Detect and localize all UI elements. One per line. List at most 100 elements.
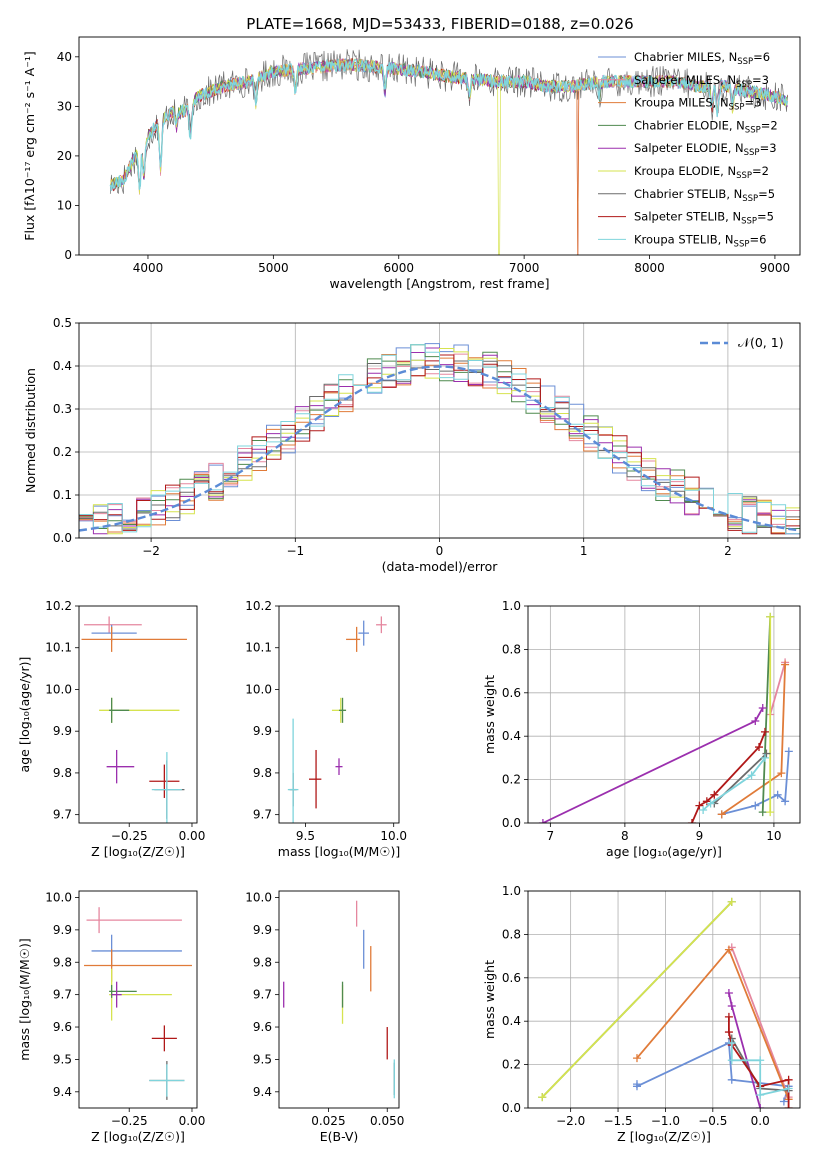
spectrum-line bbox=[109, 58, 788, 187]
legend-subscript: SSP bbox=[729, 103, 745, 113]
x-tick-label: −2.0 bbox=[556, 1114, 585, 1128]
x-tick-label: 0.050 bbox=[370, 1114, 404, 1128]
histogram-step bbox=[79, 344, 800, 538]
weight-marker bbox=[755, 743, 764, 752]
y-tick-label: 10.2 bbox=[245, 599, 272, 613]
axes-frame bbox=[527, 605, 801, 824]
weight-marker bbox=[760, 753, 769, 762]
x-axis-label: Z [log₁₀(Z/Z☉)] bbox=[91, 1129, 185, 1144]
weight-marker bbox=[538, 819, 547, 823]
legend-count: =5 bbox=[758, 187, 775, 201]
panel-z_age: −0.25 0.00 9.7 9.8 9.9 10.0 10.1 10.2 Z [log₁₀(Z… bbox=[17, 599, 205, 859]
y-tick-label: 0.2 bbox=[502, 1058, 521, 1072]
panel-z_weight: −2.0 −1.5 −1.0 −0.5 0.0 0.0 0.2 0.4 0.6 0.8 1.0 Z [… bbox=[482, 884, 801, 1144]
legend-subscript: SSP bbox=[737, 57, 753, 67]
weight-marker bbox=[784, 1084, 793, 1093]
weight-marker bbox=[724, 945, 733, 954]
legend-label: Chabrier ELODIE, NSSP=2 bbox=[634, 118, 778, 135]
y-tick-label: 9.8 bbox=[53, 955, 72, 969]
x-tick-label: −0.5 bbox=[698, 1114, 727, 1128]
x-tick-label: 7 bbox=[547, 829, 555, 843]
legend-label: Kroupa STELIB, NSSP=6 bbox=[634, 232, 766, 249]
weight-marker bbox=[699, 805, 708, 814]
weight-marker bbox=[781, 660, 790, 669]
weight-marker bbox=[777, 769, 786, 778]
weight-marker bbox=[784, 747, 793, 756]
legend-subscript: SSP bbox=[736, 80, 752, 90]
weight-marker bbox=[762, 749, 771, 758]
x-tick-label: 8 bbox=[621, 829, 629, 843]
y-tick-label: 9.5 bbox=[53, 1052, 72, 1066]
y-tick-label: 9.4 bbox=[53, 1085, 72, 1099]
y-tick-label: 9.8 bbox=[253, 766, 272, 780]
x-tick-label: 9 bbox=[696, 829, 704, 843]
legend-count: =3 bbox=[760, 141, 777, 155]
y-tick-label: 10.0 bbox=[45, 890, 72, 904]
weight-marker bbox=[538, 1093, 547, 1102]
weight-marker bbox=[717, 810, 726, 819]
weight-line bbox=[769, 662, 786, 715]
y-tick-label: 9.6 bbox=[253, 1020, 272, 1034]
y-tick-label: 20 bbox=[57, 149, 72, 163]
weight-marker bbox=[727, 1038, 736, 1047]
y-tick-label: 0.0 bbox=[502, 1101, 521, 1115]
y-tick-label: 0.5 bbox=[53, 316, 72, 330]
y-tick-label: 0 bbox=[64, 248, 72, 262]
y-tick-label: 9.9 bbox=[53, 724, 72, 738]
y-tick-label: 9.9 bbox=[53, 923, 72, 937]
panel-mass_age: 9.5 10.0 9.7 9.8 9.9 10.0 10.1 10.2 mass [log₁₀(… bbox=[245, 599, 407, 859]
x-tick-label: 1 bbox=[580, 544, 588, 558]
y-axis-label: Flux [fλ10⁻¹⁷ erg cm⁻² s⁻¹ A⁻¹] bbox=[22, 51, 37, 240]
y-axis-label: age [log₁₀(age/yr)] bbox=[17, 657, 32, 773]
y-tick-label: 1.0 bbox=[502, 884, 521, 898]
legend-label: Salpeter ELODIE, NSSP=3 bbox=[634, 141, 777, 158]
weight-marker bbox=[727, 897, 736, 906]
weight-marker bbox=[779, 1097, 788, 1106]
weight-marker bbox=[773, 790, 782, 799]
weight-marker bbox=[710, 790, 719, 799]
panels: 4000 5000 6000 7000 8000 9000010203040wavelen… bbox=[17, 36, 801, 1144]
y-tick-label: 0.3 bbox=[53, 402, 72, 416]
weight-marker bbox=[784, 1104, 793, 1108]
y-tick-label: 0.4 bbox=[502, 1014, 521, 1028]
axes-frame bbox=[278, 605, 400, 824]
y-tick-label: 9.6 bbox=[53, 1020, 72, 1034]
x-tick-label: 0.00 bbox=[179, 829, 206, 843]
y-tick-label: 0.4 bbox=[53, 359, 72, 373]
y-tick-label: 9.7 bbox=[253, 988, 272, 1002]
x-axis-label: wavelength [Angstrom, rest frame] bbox=[329, 276, 549, 291]
legend-label: Kroupa MILES, NSSP=3 bbox=[634, 96, 761, 113]
weight-marker bbox=[781, 797, 790, 806]
weight-marker bbox=[751, 717, 760, 726]
x-tick-label: 9000 bbox=[760, 261, 791, 275]
x-tick-label: 0.0 bbox=[751, 1114, 770, 1128]
legend-count: =5 bbox=[757, 210, 774, 224]
y-tick-label: 0.8 bbox=[502, 927, 521, 941]
y-tick-label: 9.9 bbox=[253, 724, 272, 738]
y-tick-label: 10 bbox=[57, 198, 72, 212]
legend-subscript: SSP bbox=[742, 194, 758, 204]
weight-marker bbox=[784, 1075, 793, 1084]
y-tick-label: 30 bbox=[57, 99, 72, 113]
axes-frame bbox=[278, 890, 400, 1109]
legend-label: Salpeter STELIB, NSSP=5 bbox=[634, 210, 774, 227]
x-tick-label: 0.025 bbox=[311, 1114, 345, 1128]
legend-label: Salpeter MILES, NSSP=3 bbox=[634, 73, 769, 90]
y-tick-label: 10.1 bbox=[245, 641, 272, 655]
y-tick-label: 9.4 bbox=[253, 1085, 272, 1099]
x-tick-label: 5000 bbox=[258, 261, 289, 275]
y-tick-label: 40 bbox=[57, 50, 72, 64]
legend-count: =3 bbox=[752, 73, 769, 87]
x-tick-label: 4000 bbox=[133, 261, 164, 275]
y-tick-label: 0.4 bbox=[502, 729, 521, 743]
y-tick-label: 10.2 bbox=[45, 599, 72, 613]
panel-ebv_mass: 0.025 0.050 9.4 9.5 9.6 9.7 9.8 9.9 10.0 E(B-V) bbox=[245, 890, 404, 1144]
x-tick-label: −0.25 bbox=[111, 1114, 148, 1128]
normal-curve bbox=[79, 365, 800, 532]
x-tick-label: −2 bbox=[142, 544, 160, 558]
y-tick-label: 10.0 bbox=[45, 682, 72, 696]
x-axis-label: Z [log₁₀(Z/Z☉)] bbox=[617, 1129, 711, 1144]
plot-area bbox=[84, 907, 192, 1100]
y-tick-label: 9.8 bbox=[53, 766, 72, 780]
